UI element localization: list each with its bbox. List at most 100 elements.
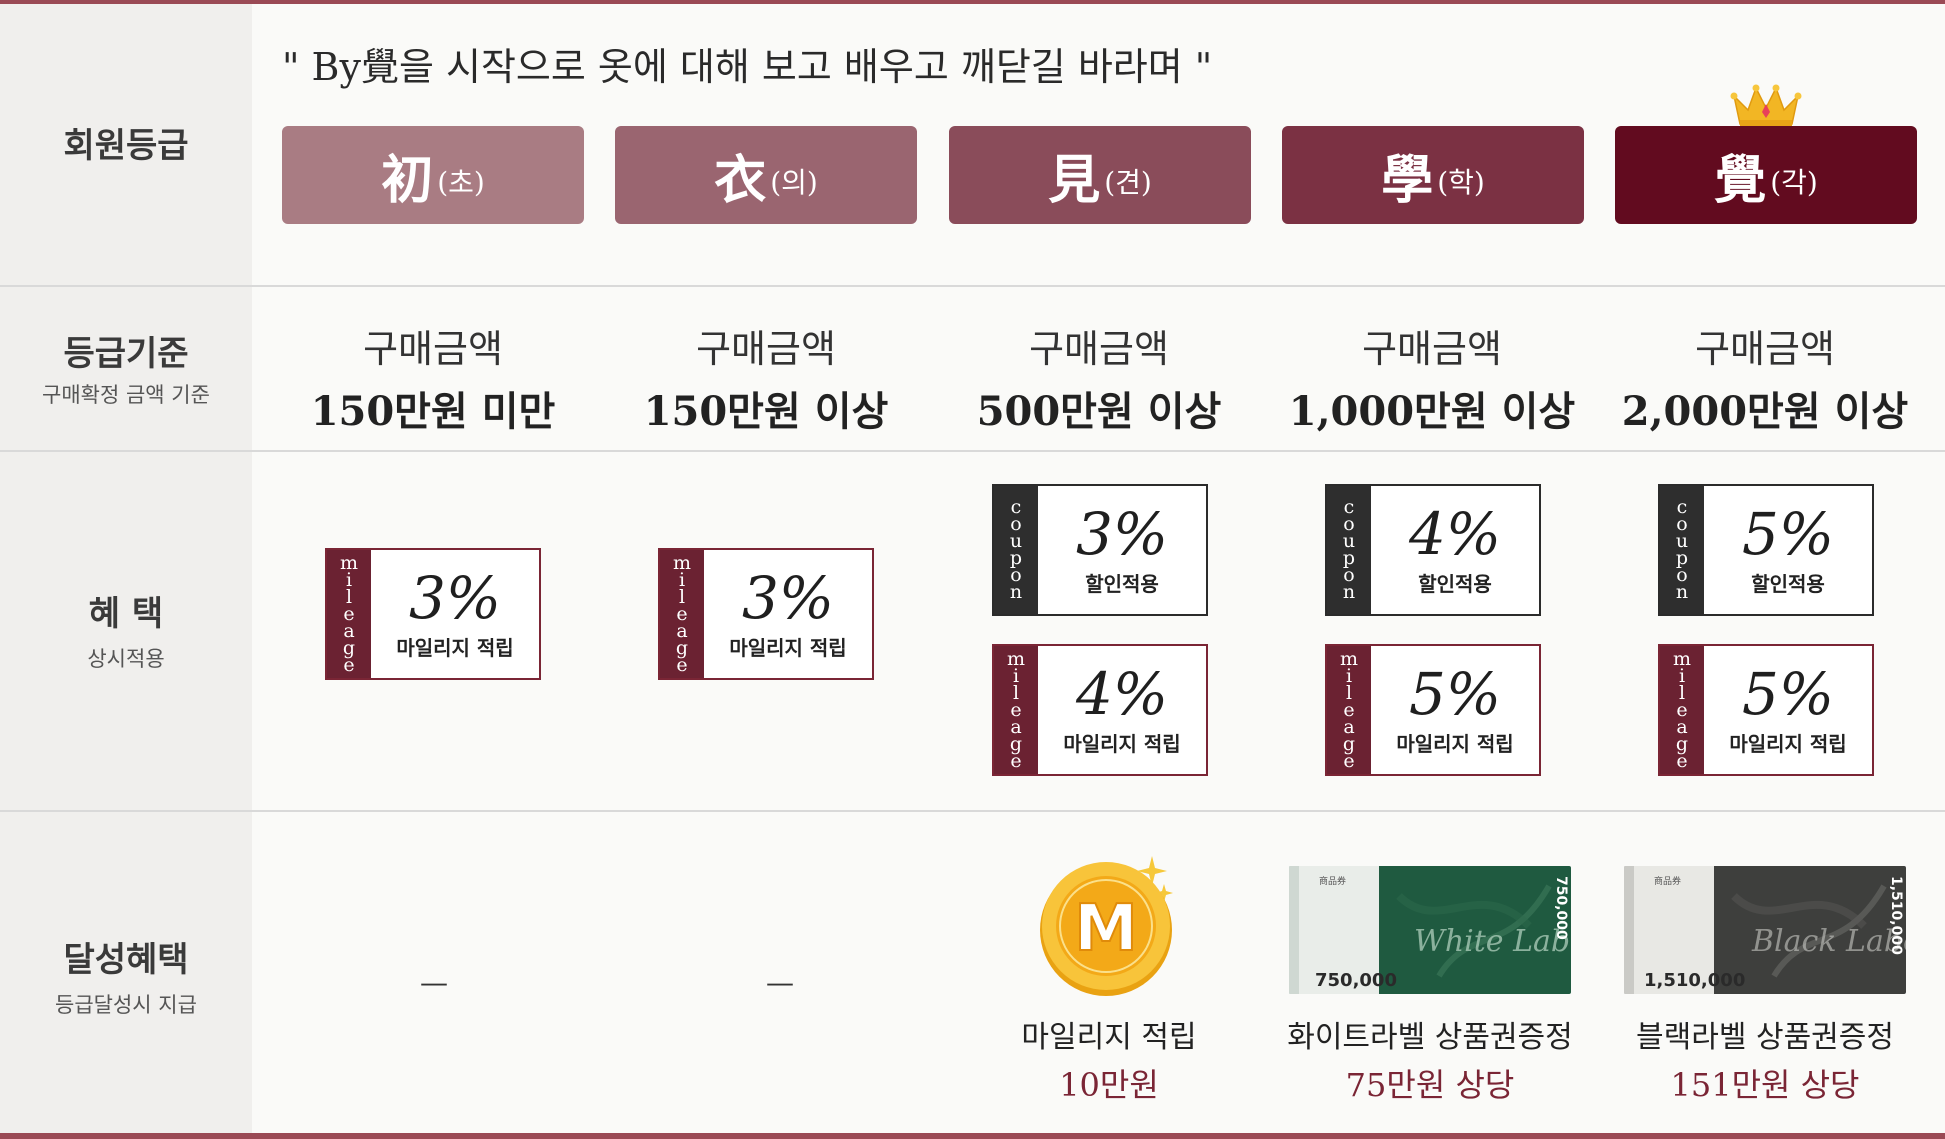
coupon-desc: 할인적용 [1418,571,1492,596]
voucher-script: Black Label [1751,924,1906,959]
coupon-desc: 할인적용 [1085,571,1159,596]
black-label-voucher-icon: 商品券 Black Label 1,510,000 1,510,000 [1624,866,1906,994]
slogan: " By覺을 시작으로 옷에 대해 보고 배우고 깨닫길 바라며 " [282,45,1213,89]
row-label-column [0,4,252,1133]
coupon-desc: 할인적용 [1751,571,1825,596]
reward-label: 화이트라벨 상품권증정 75만원 상당 [1265,1012,1595,1106]
divider [0,810,1945,812]
no-reward-dash: — [420,966,448,999]
membership-row-label: 회원등급 [0,118,252,167]
mileage-desc: 마일리지 적립 [1396,731,1514,756]
achievement-sublabel: 등급달성시 지급 [55,993,197,1017]
benefits-label: 혜 택 [88,594,164,634]
achievement-row-label: 달성혜택 등급달성시 지급 [0,932,252,1019]
reward-line1: 화이트라벨 상품권증정 [1287,1020,1573,1055]
grade-badge-cho[interactable]: 初 (초) [282,126,584,224]
no-reward-dash: — [766,966,794,999]
criteria-cell: 구매금액 1,000만원 이상 [1267,318,1597,437]
grade-reading: (학) [1437,166,1485,199]
criteria-amount: 500만원 이상 [976,388,1222,435]
svg-text:商品券: 商品券 [1319,875,1346,887]
mileage-percent: 5% [1408,659,1501,728]
reward-line2: 75만원 상당 [1345,1066,1515,1104]
grade-hanja: 初 [381,149,434,211]
grade-reading: (의) [770,166,818,199]
coin-letter: M [1074,892,1138,966]
voucher-side-amount: 750,000 [1553,876,1569,940]
voucher-side-amount: 1,510,000 [1888,876,1904,955]
criteria-text: 구매금액 [1029,327,1169,371]
grade-reading: (견) [1104,166,1152,199]
criteria-row-label: 등급기준 구매확정 금액 기준 [0,326,252,409]
reward-line1: 블랙라벨 상품권증정 [1636,1020,1894,1055]
voucher-script: White Label [1414,924,1571,959]
coupon-percent: 3% [1075,499,1168,568]
grade-hanja: 衣 [714,149,767,211]
mileage-desc: 마일리지 적립 [1063,731,1181,756]
criteria-text: 구매금액 [363,327,503,371]
grade-hanja: 學 [1381,149,1434,211]
svg-text:商品券: 商品券 [1654,875,1681,887]
benefits-row-label: 혜 택 상시적용 [0,586,252,673]
mileage-percent: 5% [1741,659,1834,728]
reward-line1: 마일리지 적립 [1021,1020,1197,1055]
criteria-amount: 1,000만원 이상 [1288,388,1576,435]
criteria-amount: 150만원 미만 [310,388,556,435]
criteria-amount: 150만원 이상 [643,388,889,435]
grade-reading: (초) [437,166,485,199]
voucher-amount: 1,510,000 [1644,970,1745,991]
criteria-cell: 구매금액 150만원 이상 [601,318,931,437]
divider [0,285,1945,287]
mileage-coin-icon: M [1040,856,1173,996]
coupon-percent: 5% [1741,499,1834,568]
divider [0,450,1945,452]
grade-badge-gyeon[interactable]: 見 (견) [949,126,1251,224]
grade-hanja: 見 [1048,149,1101,211]
mileage-percent: 3% [741,563,834,632]
grade-badge-ui[interactable]: 衣 (의) [615,126,917,224]
criteria-cell: 구매금액 500만원 이상 [934,318,1264,437]
mileage-desc: 마일리지 적립 [1729,731,1847,756]
grade-hanja: 覺 [1714,149,1767,211]
criteria-text: 구매금액 [696,327,836,371]
criteria-cell: 구매금액 2,000만원 이상 [1600,318,1930,437]
grade-badge-hak[interactable]: 學 (학) [1282,126,1584,224]
crown-icon [1730,84,1802,126]
criteria-sublabel: 구매확정 금액 기준 [42,383,210,407]
mileage-percent: 4% [1075,659,1168,728]
criteria-cell: 구매금액 150만원 미만 [268,318,598,437]
coupon-percent: 4% [1408,499,1501,568]
top-rule [0,0,1945,4]
grade-reading: (각) [1770,166,1818,199]
reward-line2: 10만원 [1059,1066,1159,1104]
bottom-rule [0,1133,1945,1139]
reward-line2: 151만원 상당 [1670,1066,1860,1104]
criteria-text: 구매금액 [1695,327,1835,371]
voucher-amount: 750,000 [1315,970,1397,991]
criteria-label: 등급기준 [63,334,189,374]
reward-label: 마일리지 적립 10만원 [944,1012,1274,1106]
mileage-percent: 3% [408,563,501,632]
reward-label: 블랙라벨 상품권증정 151만원 상당 [1600,1012,1930,1106]
membership-label: 회원등급 [63,126,189,166]
achievement-label: 달성혜택 [63,940,189,980]
mileage-desc: 마일리지 적립 [729,635,847,660]
grade-badge-gak[interactable]: 覺 (각) [1615,126,1917,224]
white-label-voucher-icon: 商品券 White Label 750,000 750,000 [1289,866,1571,994]
